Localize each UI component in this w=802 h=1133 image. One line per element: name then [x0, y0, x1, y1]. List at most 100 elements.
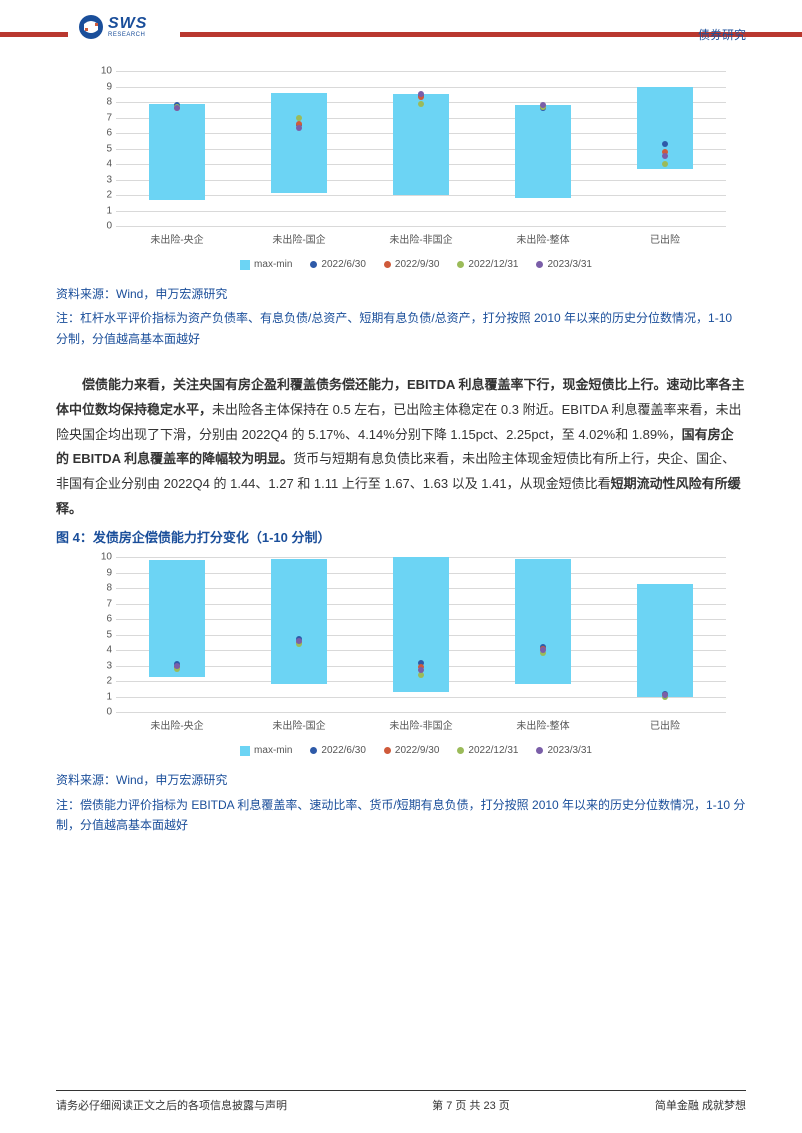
page-header: SWS RESEARCH 债券研究 [0, 0, 802, 56]
chart1-source: 资料来源：Wind，申万宏源研究 [56, 284, 746, 304]
footer-center: 第 7 页 共 23 页 [432, 1097, 510, 1113]
chart-bar [271, 93, 327, 194]
legend-label: 2022/6/30 [321, 259, 366, 270]
legend-label: 2023/3/31 [547, 259, 592, 270]
logo-text-sub: RESEARCH [108, 32, 147, 38]
chart-dot [296, 125, 302, 131]
chart-ytick: 6 [96, 128, 112, 139]
figure-4-title: 图 4：发债房企偿债能力打分变化（1-10 分制） [56, 527, 746, 546]
chart-ytick: 5 [96, 143, 112, 154]
chart-ytick: 5 [96, 629, 112, 640]
chart-bar [637, 584, 693, 697]
chart-ytick: 1 [96, 691, 112, 702]
chart2-note: 注：偿债能力评价指标为 EBITDA 利息覆盖率、速动比率、货币/短期有息负债，… [56, 795, 746, 836]
footer-right: 简单金融 成就梦想 [655, 1097, 746, 1113]
chart-dot [174, 663, 180, 669]
chart-ytick: 10 [96, 552, 112, 563]
legend-item: max-min [240, 745, 292, 756]
legend-item: 2023/3/31 [536, 745, 592, 756]
legend-swatch-dot [536, 261, 543, 268]
chart-gridline [116, 712, 726, 713]
legend-swatch-dot [310, 747, 317, 754]
chart-bar [271, 559, 327, 685]
chart-bar [515, 559, 571, 685]
chart-ytick: 4 [96, 159, 112, 170]
legend-label: 2022/9/30 [395, 259, 440, 270]
legend-item: 2023/3/31 [536, 259, 592, 270]
chart-1: 012345678910未出险-央企未出险-国企未出险-非国企未出险-整体已出险… [56, 66, 746, 276]
chart2-source: 资料来源：Wind，申万宏源研究 [56, 770, 746, 790]
chart-xtick: 未出险-非国企 [376, 717, 466, 732]
chart-gridline [116, 87, 726, 88]
chart-ytick: 7 [96, 112, 112, 123]
chart-ytick: 9 [96, 81, 112, 92]
header-category: 债券研究 [698, 26, 746, 43]
chart-gridline [116, 697, 726, 698]
chart-ytick: 1 [96, 205, 112, 216]
chart-dot [174, 105, 180, 111]
chart-dot [662, 153, 668, 159]
chart-dot [418, 667, 424, 673]
logo-icon [78, 14, 104, 40]
chart-bar [149, 104, 205, 200]
chart-bar [149, 560, 205, 676]
legend-item: 2022/12/31 [457, 745, 518, 756]
chart-xtick: 已出险 [620, 231, 710, 246]
legend-swatch-dot [536, 747, 543, 754]
chart-xtick: 未出险-整体 [498, 231, 588, 246]
chart-ytick: 8 [96, 97, 112, 108]
chart-bar [515, 105, 571, 198]
legend-label: 2022/6/30 [321, 745, 366, 756]
chart-dot [296, 638, 302, 644]
chart-legend: max-min 2022/6/30 2022/9/30 2022/12/31 2023/… [96, 259, 736, 270]
legend-item: 2022/9/30 [384, 745, 440, 756]
legend-swatch-dot [384, 261, 391, 268]
chart-ytick: 0 [96, 221, 112, 232]
chart-dot [540, 102, 546, 108]
chart-dot [418, 101, 424, 107]
chart-2: 012345678910未出险-央企未出险-国企未出险-非国企未出险-整体已出险… [56, 552, 746, 762]
chart-ytick: 7 [96, 598, 112, 609]
legend-label: max-min [254, 259, 292, 270]
legend-label: 2022/12/31 [468, 745, 518, 756]
chart-ytick: 3 [96, 174, 112, 185]
logo: SWS RESEARCH [78, 14, 147, 40]
chart-xtick: 未出险-非国企 [376, 231, 466, 246]
legend-swatch-dot [384, 747, 391, 754]
body-paragraph: 偿债能力来看，关注央国有房企盈利覆盖债务偿还能力，EBITDA 利息覆盖率下行，… [56, 373, 746, 521]
chart-dot [662, 141, 668, 147]
page-footer: 请务必仔细阅读正文之后的各项信息披露与声明 第 7 页 共 23 页 简单金融 … [56, 1090, 746, 1113]
chart-dot [418, 91, 424, 97]
chart-legend: max-min 2022/6/30 2022/9/30 2022/12/31 2023/… [96, 745, 736, 756]
legend-swatch-dot [310, 261, 317, 268]
legend-label: 2022/12/31 [468, 259, 518, 270]
logo-text-main: SWS [108, 16, 147, 32]
legend-label: 2023/3/31 [547, 745, 592, 756]
chart-xtick: 未出险-国企 [254, 231, 344, 246]
chart-ytick: 4 [96, 645, 112, 656]
chart-xtick: 未出险-国企 [254, 717, 344, 732]
legend-swatch-dot [457, 261, 464, 268]
header-red-bar-left [0, 32, 68, 37]
chart-dot [540, 647, 546, 653]
legend-swatch-bar [240, 260, 250, 270]
legend-label: 2022/9/30 [395, 745, 440, 756]
chart-ytick: 2 [96, 190, 112, 201]
chart-ytick: 10 [96, 66, 112, 77]
footer-left: 请务必仔细阅读正文之后的各项信息披露与声明 [56, 1097, 287, 1113]
legend-item: 2022/6/30 [310, 745, 366, 756]
chart-ytick: 2 [96, 676, 112, 687]
legend-item: 2022/12/31 [457, 259, 518, 270]
chart-dot [662, 161, 668, 167]
page-content: 012345678910未出险-央企未出险-国企未出险-非国企未出险-整体已出险… [0, 56, 802, 835]
legend-label: max-min [254, 745, 292, 756]
chart-ytick: 6 [96, 614, 112, 625]
chart-dot [662, 692, 668, 698]
chart-ytick: 0 [96, 707, 112, 718]
chart-ytick: 3 [96, 660, 112, 671]
chart1-note: 注：杠杆水平评价指标为资产负债率、有息负债/总资产、短期有息负债/总资产，打分按… [56, 308, 746, 349]
legend-item: max-min [240, 259, 292, 270]
chart-gridline [116, 195, 726, 196]
legend-item: 2022/9/30 [384, 259, 440, 270]
chart-gridline [116, 211, 726, 212]
